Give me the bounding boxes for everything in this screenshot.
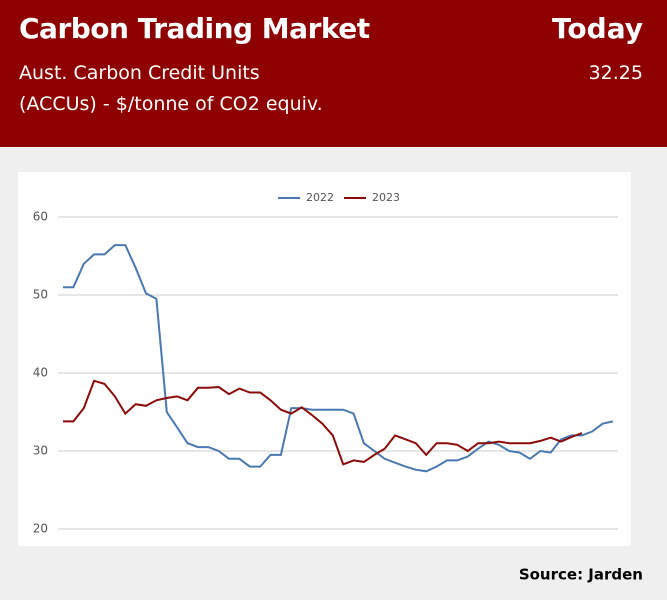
legend-label: 2022 xyxy=(306,191,334,204)
today-value: 32.25 xyxy=(588,62,643,84)
y-tick-label: 30 xyxy=(33,444,48,458)
series-line xyxy=(63,379,583,466)
today-label: Today xyxy=(552,12,643,45)
y-tick-label: 50 xyxy=(33,288,48,302)
source: Source: Jarden xyxy=(519,566,643,584)
subtitle: (ACCUs) - $/tonne of CO2 equiv. xyxy=(19,93,323,115)
y-tick-label: 40 xyxy=(33,366,48,380)
header: Carbon Trading Market Today Aust. Carbon… xyxy=(0,0,667,147)
title: Carbon Trading Market xyxy=(19,12,370,45)
series-line xyxy=(63,244,614,473)
y-tick-label: 20 xyxy=(33,522,48,536)
y-tick-label: 60 xyxy=(33,210,48,224)
subtitle: Aust. Carbon Credit Units xyxy=(19,62,260,84)
chart-panel xyxy=(18,172,631,546)
legend-label: 2023 xyxy=(372,191,400,204)
